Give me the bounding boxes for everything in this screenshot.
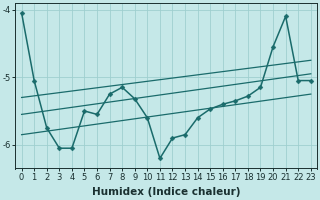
X-axis label: Humidex (Indice chaleur): Humidex (Indice chaleur) [92,187,240,197]
